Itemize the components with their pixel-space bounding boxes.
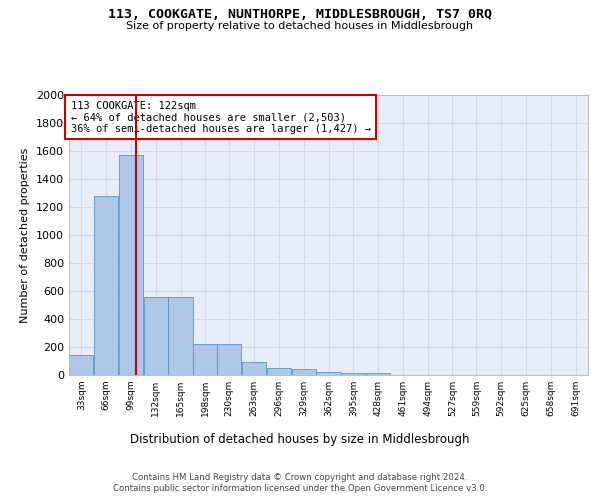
- Bar: [366, 373, 390, 375]
- Bar: [119, 155, 143, 375]
- Bar: [242, 362, 266, 375]
- Text: Size of property relative to detached houses in Middlesbrough: Size of property relative to detached ho…: [127, 21, 473, 31]
- Text: 113 COOKGATE: 122sqm
← 64% of detached houses are smaller (2,503)
36% of semi-de: 113 COOKGATE: 122sqm ← 64% of detached h…: [71, 100, 371, 134]
- Y-axis label: Number of detached properties: Number of detached properties: [20, 148, 31, 322]
- Bar: [341, 373, 365, 375]
- Text: Contains public sector information licensed under the Open Government Licence v3: Contains public sector information licen…: [113, 484, 487, 493]
- Bar: [217, 344, 241, 375]
- Bar: [292, 370, 316, 375]
- Bar: [94, 196, 118, 375]
- Bar: [267, 368, 291, 375]
- Bar: [70, 356, 94, 375]
- Bar: [316, 372, 341, 375]
- Bar: [193, 344, 217, 375]
- Text: 113, COOKGATE, NUNTHORPE, MIDDLESBROUGH, TS7 0RQ: 113, COOKGATE, NUNTHORPE, MIDDLESBROUGH,…: [108, 8, 492, 20]
- Text: Distribution of detached houses by size in Middlesbrough: Distribution of detached houses by size …: [130, 432, 470, 446]
- Text: Contains HM Land Registry data © Crown copyright and database right 2024.: Contains HM Land Registry data © Crown c…: [132, 472, 468, 482]
- Bar: [143, 296, 168, 375]
- Bar: [169, 296, 193, 375]
